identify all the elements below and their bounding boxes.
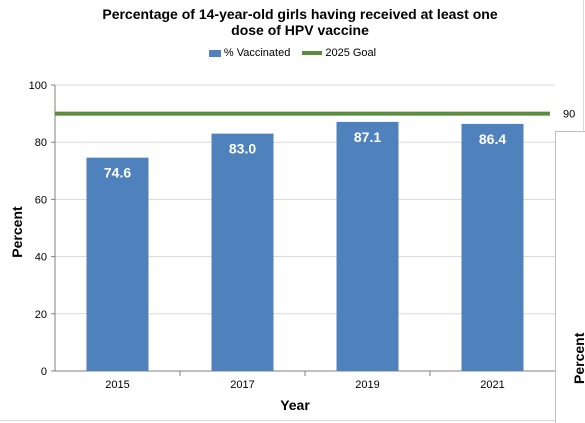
legend-label-vaccinated: % Vaccinated: [223, 47, 291, 59]
second-chart-y-axis-title: Percent: [571, 332, 585, 384]
bar: [336, 121, 399, 371]
bar: [86, 157, 149, 371]
y-tick-label: 20: [35, 309, 47, 321]
bar-value-label: 83.0: [229, 141, 256, 157]
legend-swatch-goal: [302, 51, 323, 55]
y-axis-title: Percent: [9, 206, 25, 258]
y-tick-label: 60: [35, 194, 47, 206]
y-tick-label: 0: [41, 366, 47, 378]
x-tick-label: 2017: [230, 379, 254, 391]
x-tick-label: 2019: [355, 379, 379, 391]
legend-item-vaccinated: % Vaccinated: [208, 47, 291, 59]
goal-value-label: 90: [563, 109, 575, 121]
legend: % Vaccinated 2025 Goal: [0, 47, 585, 59]
legend-item-goal: 2025 Goal: [302, 47, 376, 59]
bar: [461, 123, 524, 371]
x-tick-label: 2021: [480, 379, 504, 391]
y-tick-label: 100: [29, 80, 47, 92]
bar-value-label: 87.1: [354, 129, 381, 145]
second-chart-panel: [555, 131, 585, 423]
legend-label-goal: 2025 Goal: [325, 47, 377, 59]
x-tick-label: 2015: [105, 379, 129, 391]
y-tick-label: 80: [35, 137, 47, 149]
bar-value-label: 86.4: [479, 131, 506, 147]
chart-title-line-2: dose of HPV vaccine: [231, 22, 369, 38]
x-axis-title: Year: [280, 397, 310, 413]
y-tick-label: 40: [35, 252, 47, 264]
legend-swatch-vaccinated: [208, 49, 221, 57]
bar: [211, 133, 274, 371]
bar-value-label: 74.6: [104, 165, 131, 181]
chart-title-line-1: Percentage of 14-year-old girls having r…: [102, 6, 498, 22]
